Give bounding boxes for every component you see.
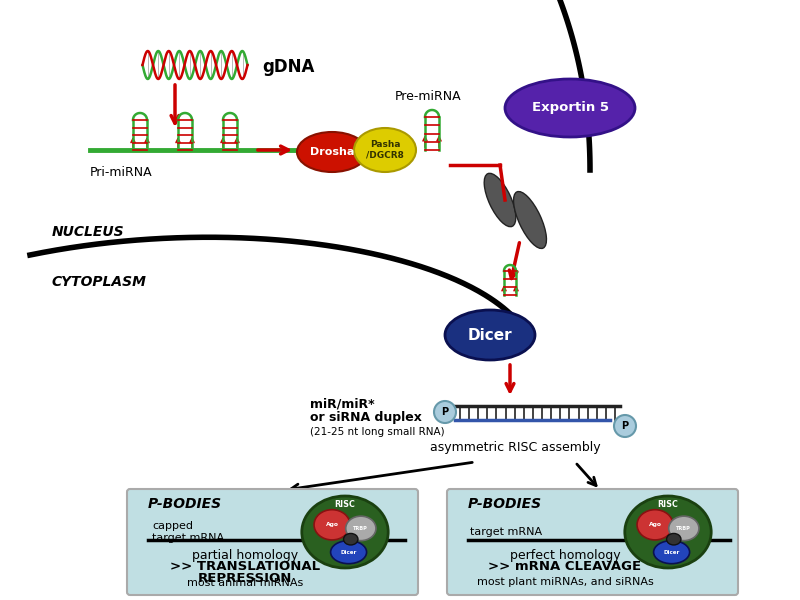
Text: partial homology: partial homology: [192, 548, 298, 562]
Text: gDNA: gDNA: [262, 58, 314, 76]
Circle shape: [434, 401, 456, 423]
FancyBboxPatch shape: [447, 489, 738, 595]
Text: Pasha
/DGCR8: Pasha /DGCR8: [366, 140, 404, 160]
Text: Pri-miRNA: Pri-miRNA: [90, 166, 153, 179]
Text: most animal miRNAs: most animal miRNAs: [187, 578, 303, 588]
Text: REPRESSION: REPRESSION: [198, 572, 292, 586]
Ellipse shape: [297, 132, 367, 172]
Text: Dicer: Dicer: [468, 328, 512, 343]
Ellipse shape: [666, 533, 681, 545]
Ellipse shape: [343, 533, 358, 545]
Text: RISC: RISC: [334, 500, 355, 509]
Ellipse shape: [302, 496, 388, 568]
Text: TRBP: TRBP: [677, 526, 691, 531]
Circle shape: [614, 415, 636, 437]
Ellipse shape: [314, 509, 350, 540]
Text: P-BODIES: P-BODIES: [468, 497, 542, 511]
Text: miR/miR*: miR/miR*: [310, 397, 374, 410]
Ellipse shape: [354, 128, 416, 172]
Text: RISC: RISC: [658, 500, 678, 509]
Text: Exportin 5: Exportin 5: [531, 101, 609, 115]
Text: >> mRNA CLEAVAGE: >> mRNA CLEAVAGE: [489, 560, 642, 574]
Text: TRBP: TRBP: [354, 526, 368, 531]
Ellipse shape: [654, 541, 690, 563]
Ellipse shape: [330, 541, 366, 563]
Text: P-BODIES: P-BODIES: [148, 497, 222, 511]
Ellipse shape: [346, 516, 376, 541]
Text: Drosha: Drosha: [310, 147, 354, 157]
Ellipse shape: [484, 173, 516, 227]
Text: asymmetric RISC assembly: asymmetric RISC assembly: [430, 442, 601, 455]
Text: target mRNA: target mRNA: [470, 527, 542, 537]
Text: NUCLEUS: NUCLEUS: [52, 225, 125, 239]
Text: Dicer: Dicer: [663, 550, 680, 554]
Text: Ago: Ago: [326, 522, 338, 527]
Text: target mRNA: target mRNA: [152, 533, 224, 543]
FancyBboxPatch shape: [127, 489, 418, 595]
Text: P: P: [442, 407, 449, 417]
Text: or siRNA duplex: or siRNA duplex: [310, 412, 422, 425]
Text: CYTOPLASM: CYTOPLASM: [52, 275, 147, 289]
Text: perfect homology: perfect homology: [510, 548, 620, 562]
Text: (21-25 nt long small RNA): (21-25 nt long small RNA): [310, 427, 445, 437]
Text: Ago: Ago: [649, 522, 662, 527]
Text: P: P: [622, 421, 629, 431]
Ellipse shape: [625, 496, 711, 568]
Text: >> TRANSLATIONAL: >> TRANSLATIONAL: [170, 560, 320, 574]
Ellipse shape: [669, 516, 699, 541]
Ellipse shape: [514, 191, 546, 248]
Ellipse shape: [637, 509, 673, 540]
Text: most plant miRNAs, and siRNAs: most plant miRNAs, and siRNAs: [477, 577, 654, 587]
Ellipse shape: [445, 310, 535, 360]
Ellipse shape: [505, 79, 635, 137]
Text: capped: capped: [152, 521, 193, 531]
Text: Pre-miRNA: Pre-miRNA: [395, 89, 462, 103]
Text: Dicer: Dicer: [341, 550, 357, 554]
